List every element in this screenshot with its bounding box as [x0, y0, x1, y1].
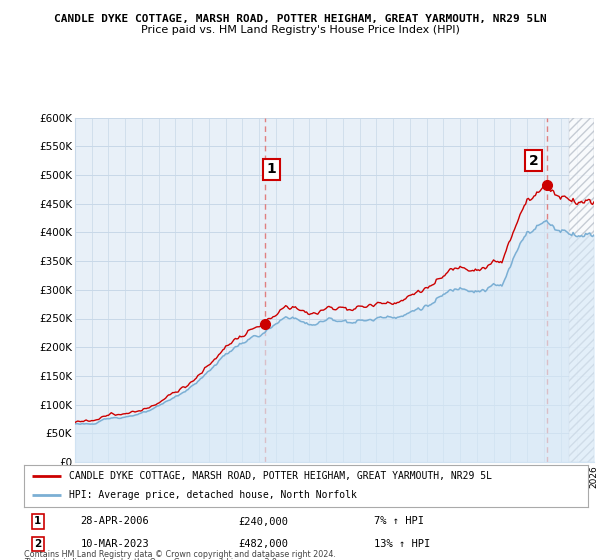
Bar	[569, 118, 594, 462]
Text: Contains HM Land Registry data © Crown copyright and database right 2024.: Contains HM Land Registry data © Crown c…	[24, 550, 336, 559]
Text: 2: 2	[529, 153, 538, 167]
Text: HPI: Average price, detached house, North Norfolk: HPI: Average price, detached house, Nort…	[69, 491, 357, 501]
Text: 1: 1	[266, 162, 276, 176]
Text: 28-APR-2006: 28-APR-2006	[80, 516, 149, 526]
Text: 1: 1	[34, 516, 41, 526]
Text: 2: 2	[34, 539, 41, 549]
Text: 7% ↑ HPI: 7% ↑ HPI	[374, 516, 424, 526]
Text: £240,000: £240,000	[238, 516, 289, 526]
Text: CANDLE DYKE COTTAGE, MARSH ROAD, POTTER HEIGHAM, GREAT YARMOUTH, NR29 5LN: CANDLE DYKE COTTAGE, MARSH ROAD, POTTER …	[53, 14, 547, 24]
Text: 10-MAR-2023: 10-MAR-2023	[80, 539, 149, 549]
Text: This data is licensed under the Open Government Licence v3.0.: This data is licensed under the Open Gov…	[24, 558, 280, 560]
Text: £482,000: £482,000	[238, 539, 289, 549]
Text: Price paid vs. HM Land Registry's House Price Index (HPI): Price paid vs. HM Land Registry's House …	[140, 25, 460, 35]
Text: 13% ↑ HPI: 13% ↑ HPI	[374, 539, 430, 549]
Text: CANDLE DYKE COTTAGE, MARSH ROAD, POTTER HEIGHAM, GREAT YARMOUTH, NR29 5L: CANDLE DYKE COTTAGE, MARSH ROAD, POTTER …	[69, 471, 492, 481]
